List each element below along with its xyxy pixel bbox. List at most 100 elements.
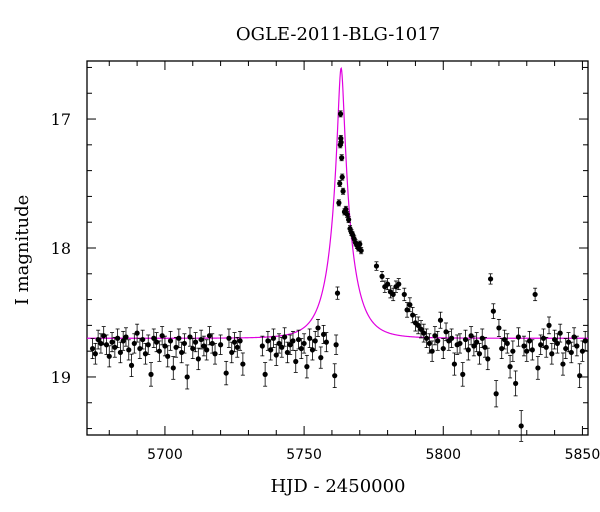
data-point	[393, 280, 399, 293]
data-point	[390, 287, 396, 302]
data-point	[307, 328, 313, 348]
data-point	[270, 328, 277, 348]
data-point	[226, 328, 232, 348]
data-point	[332, 363, 338, 388]
data-point	[106, 345, 112, 368]
data-point	[101, 326, 107, 346]
data-point	[159, 326, 165, 346]
data-point	[443, 322, 449, 342]
data-point	[323, 332, 329, 353]
y-tick-label: 17	[51, 110, 71, 129]
data-point	[479, 328, 485, 348]
data-point	[137, 338, 143, 360]
data-point	[510, 340, 516, 362]
data-point	[574, 335, 580, 357]
data-point	[148, 362, 154, 387]
data-point	[418, 320, 424, 339]
data-point	[179, 341, 185, 364]
data-point	[98, 333, 104, 354]
data-point	[549, 342, 555, 365]
data-point	[279, 336, 285, 358]
data-point	[501, 329, 508, 350]
data-point	[401, 287, 407, 302]
data-point	[117, 341, 123, 364]
data-point	[320, 324, 327, 344]
data-point	[176, 328, 182, 348]
data-point	[543, 336, 549, 358]
data-point	[396, 278, 402, 291]
data-point	[337, 180, 343, 187]
data-point	[201, 335, 207, 357]
data-point	[134, 323, 140, 343]
data-point	[229, 341, 235, 364]
data-point	[287, 334, 293, 355]
data-point	[333, 334, 339, 355]
data-point	[515, 327, 522, 347]
data-point	[126, 339, 132, 361]
data-point	[440, 338, 446, 360]
data-point	[432, 326, 438, 346]
data-point	[521, 335, 527, 357]
data-points-group	[89, 110, 588, 442]
data-point	[315, 318, 321, 337]
data-point	[268, 339, 274, 361]
data-point	[190, 338, 196, 360]
data-point	[145, 334, 151, 355]
data-point	[336, 199, 342, 207]
data-point	[167, 330, 174, 351]
data-point	[557, 323, 563, 343]
data-point	[404, 302, 410, 318]
data-point	[446, 330, 452, 351]
data-point	[357, 240, 363, 248]
data-point	[123, 327, 129, 347]
data-point	[218, 334, 224, 355]
data-point	[187, 327, 193, 347]
data-point	[532, 287, 538, 302]
data-point	[429, 340, 435, 362]
data-point	[507, 354, 513, 379]
data-point	[204, 339, 210, 361]
data-point	[546, 316, 552, 335]
data-point	[170, 356, 176, 380]
axis-ticks: 5700 5750 5800 5850 17 18 19	[51, 61, 600, 463]
data-point	[526, 330, 533, 351]
data-point	[565, 332, 572, 353]
data-point	[568, 341, 574, 364]
data-point	[449, 328, 455, 348]
data-point	[209, 333, 215, 354]
data-point	[339, 154, 345, 162]
data-point	[120, 330, 126, 351]
data-point	[382, 280, 388, 293]
data-point	[162, 335, 168, 357]
data-point	[338, 138, 344, 146]
data-point	[142, 342, 149, 365]
data-point	[337, 110, 344, 118]
data-point	[293, 350, 299, 373]
data-point	[262, 362, 268, 387]
y-tick-label: 18	[51, 239, 71, 258]
data-point	[237, 330, 243, 351]
data-point	[240, 352, 246, 376]
data-point	[156, 340, 162, 362]
data-point	[358, 246, 364, 255]
data-point	[496, 318, 502, 337]
data-point	[513, 370, 519, 397]
data-point	[212, 342, 218, 365]
data-point	[535, 356, 541, 380]
data-point	[95, 329, 101, 350]
data-point	[115, 328, 121, 348]
data-point	[474, 332, 480, 353]
data-point	[181, 333, 188, 354]
data-point	[485, 347, 491, 371]
y-axis-label: I magnitude	[12, 195, 33, 306]
data-point	[234, 336, 240, 358]
data-point	[407, 297, 413, 313]
data-point	[471, 335, 477, 357]
data-point	[304, 354, 310, 379]
data-point	[504, 333, 510, 354]
x-axis-label: HJD - 2450000	[270, 476, 405, 497]
data-point	[223, 360, 229, 386]
data-point	[540, 328, 547, 348]
data-point	[301, 333, 307, 354]
data-point	[276, 333, 282, 354]
